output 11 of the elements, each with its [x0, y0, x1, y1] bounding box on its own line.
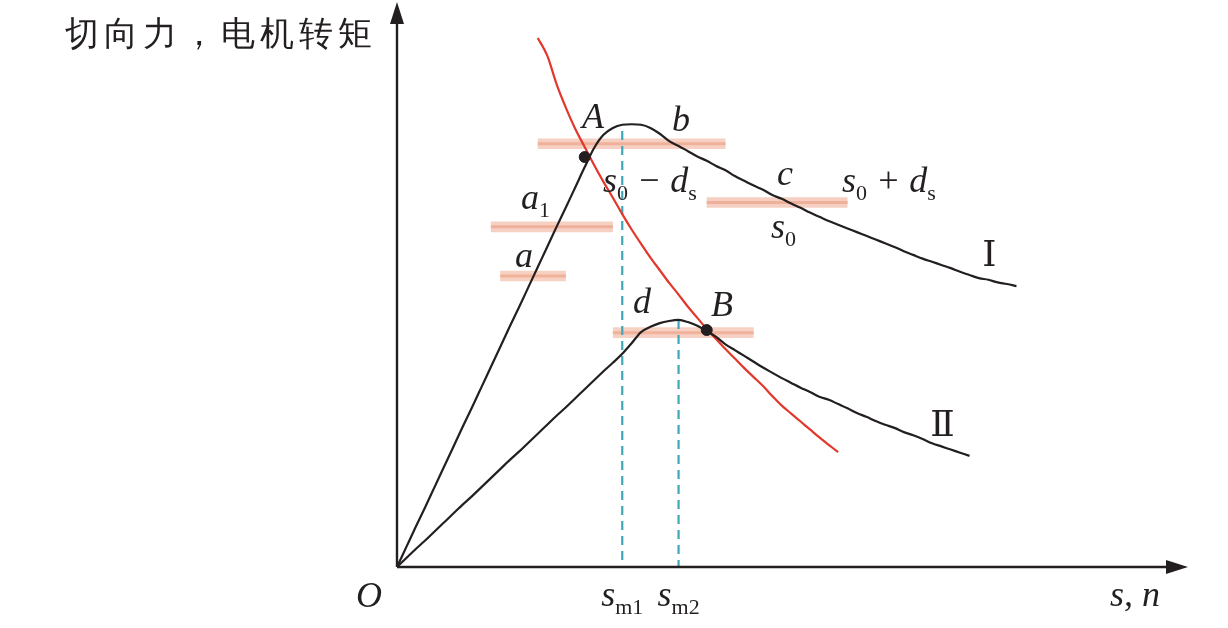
annotation: A	[580, 96, 605, 136]
annotation: c	[777, 153, 794, 193]
text: O	[356, 575, 382, 615]
y-axis-title: 切向力，电机转矩	[65, 13, 377, 53]
annotation: a	[515, 235, 533, 275]
annotation: b	[672, 99, 690, 139]
series-label: Ⅰ	[982, 234, 997, 275]
annotation: B	[711, 284, 733, 324]
series-label: Ⅱ	[930, 403, 955, 444]
annotation: d	[633, 281, 652, 321]
x-axis-title: s, n	[1109, 574, 1161, 614]
